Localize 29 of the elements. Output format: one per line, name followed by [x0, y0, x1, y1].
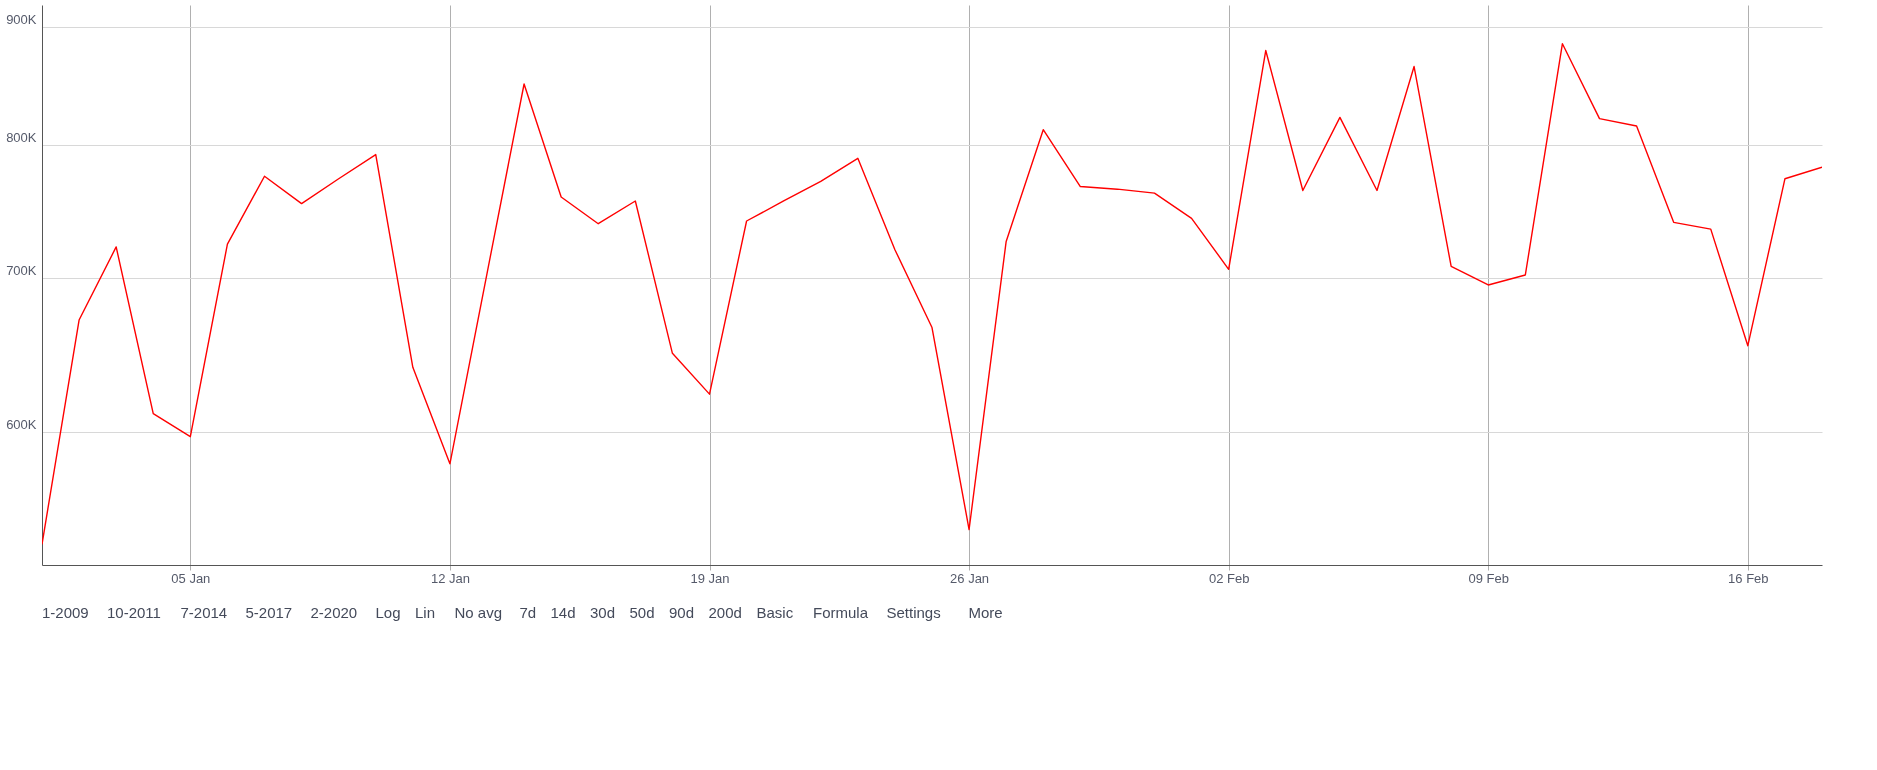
y-tick-label: 800K [6, 130, 37, 146]
text: 30d [590, 604, 616, 621]
text: 5-2017 [245, 604, 293, 621]
text: 7-2014 [180, 604, 228, 621]
text: 14d [550, 604, 576, 621]
text: More [968, 604, 1003, 621]
text: 1-2009 [42, 604, 89, 621]
text: Settings [886, 604, 941, 621]
x-tick-label: 02 Feb [1208, 570, 1250, 586]
text: Lin [415, 604, 436, 621]
x-tick-label: 05 Jan [171, 570, 211, 586]
y-tick-label: 700K [6, 263, 37, 279]
text: No avg [454, 604, 503, 621]
x-tick-label: 16 Feb [1728, 570, 1769, 586]
text: 10-2011 [107, 604, 161, 621]
x-tick-label: 09 Feb [1468, 570, 1509, 586]
x-tick-label: 12 Jan [430, 570, 470, 586]
text: Log [375, 604, 401, 621]
text: Basic [756, 604, 794, 621]
text: Formula [813, 604, 869, 621]
text: 50d [629, 604, 655, 621]
x-tick-label: 19 Jan [690, 570, 730, 586]
text: 200d [708, 604, 742, 621]
y-tick-label: 900K [6, 12, 37, 28]
y-tick-label: 600K [6, 417, 37, 433]
text: 90d [669, 604, 695, 621]
text: 2-2020 [310, 604, 358, 621]
text: 7d [519, 604, 537, 621]
x-tick-label: 26 Jan [950, 570, 990, 586]
